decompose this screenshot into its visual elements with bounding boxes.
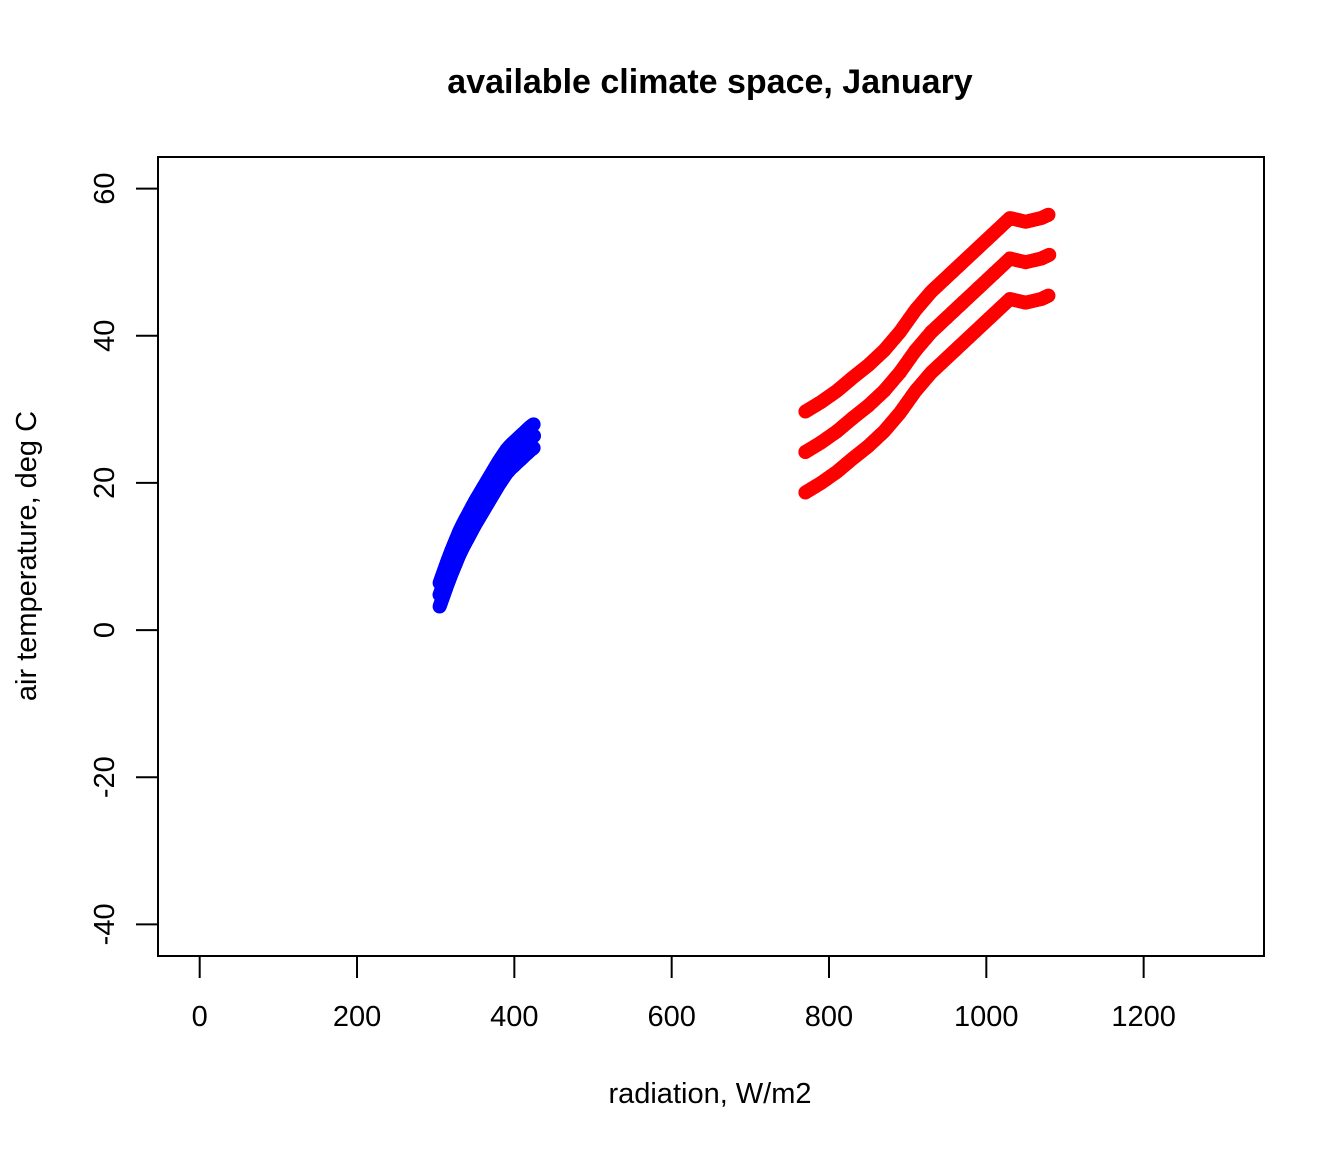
x-tick-label: 200 [333, 1001, 381, 1033]
data-point [1041, 288, 1056, 303]
data-points [432, 207, 1057, 614]
x-tick-label: 0 [192, 1001, 208, 1033]
x-tick-label: 1200 [1111, 1001, 1176, 1033]
y-tick-label: 20 [89, 467, 121, 499]
x-tick-label: 400 [490, 1001, 538, 1033]
data-point [526, 417, 541, 432]
x-tick-label: 1000 [954, 1001, 1019, 1033]
y-tick-label: 0 [89, 622, 121, 638]
y-tick-label: 40 [89, 320, 121, 352]
chart-title: available climate space, January [447, 63, 973, 101]
y-tick-label: -40 [89, 903, 121, 945]
x-axis: 0 200 400 600 800 1000 1200 [192, 955, 1176, 1033]
y-tick-label: 60 [89, 173, 121, 205]
y-axis-label: air temperature, deg C [11, 411, 43, 701]
series-1 [798, 207, 1057, 500]
data-point [1041, 207, 1056, 222]
data-point [526, 440, 541, 455]
y-axis: -40 -20 0 20 40 60 [89, 173, 159, 945]
x-tick-label: 800 [805, 1001, 853, 1033]
x-tick-label: 600 [647, 1001, 695, 1033]
y-tick-label: -20 [89, 756, 121, 798]
series-0 [432, 417, 542, 614]
x-axis-label: radiation, W/m2 [608, 1078, 811, 1110]
plot-frame [157, 156, 1265, 957]
data-point [1042, 247, 1057, 262]
data-point [527, 428, 542, 443]
